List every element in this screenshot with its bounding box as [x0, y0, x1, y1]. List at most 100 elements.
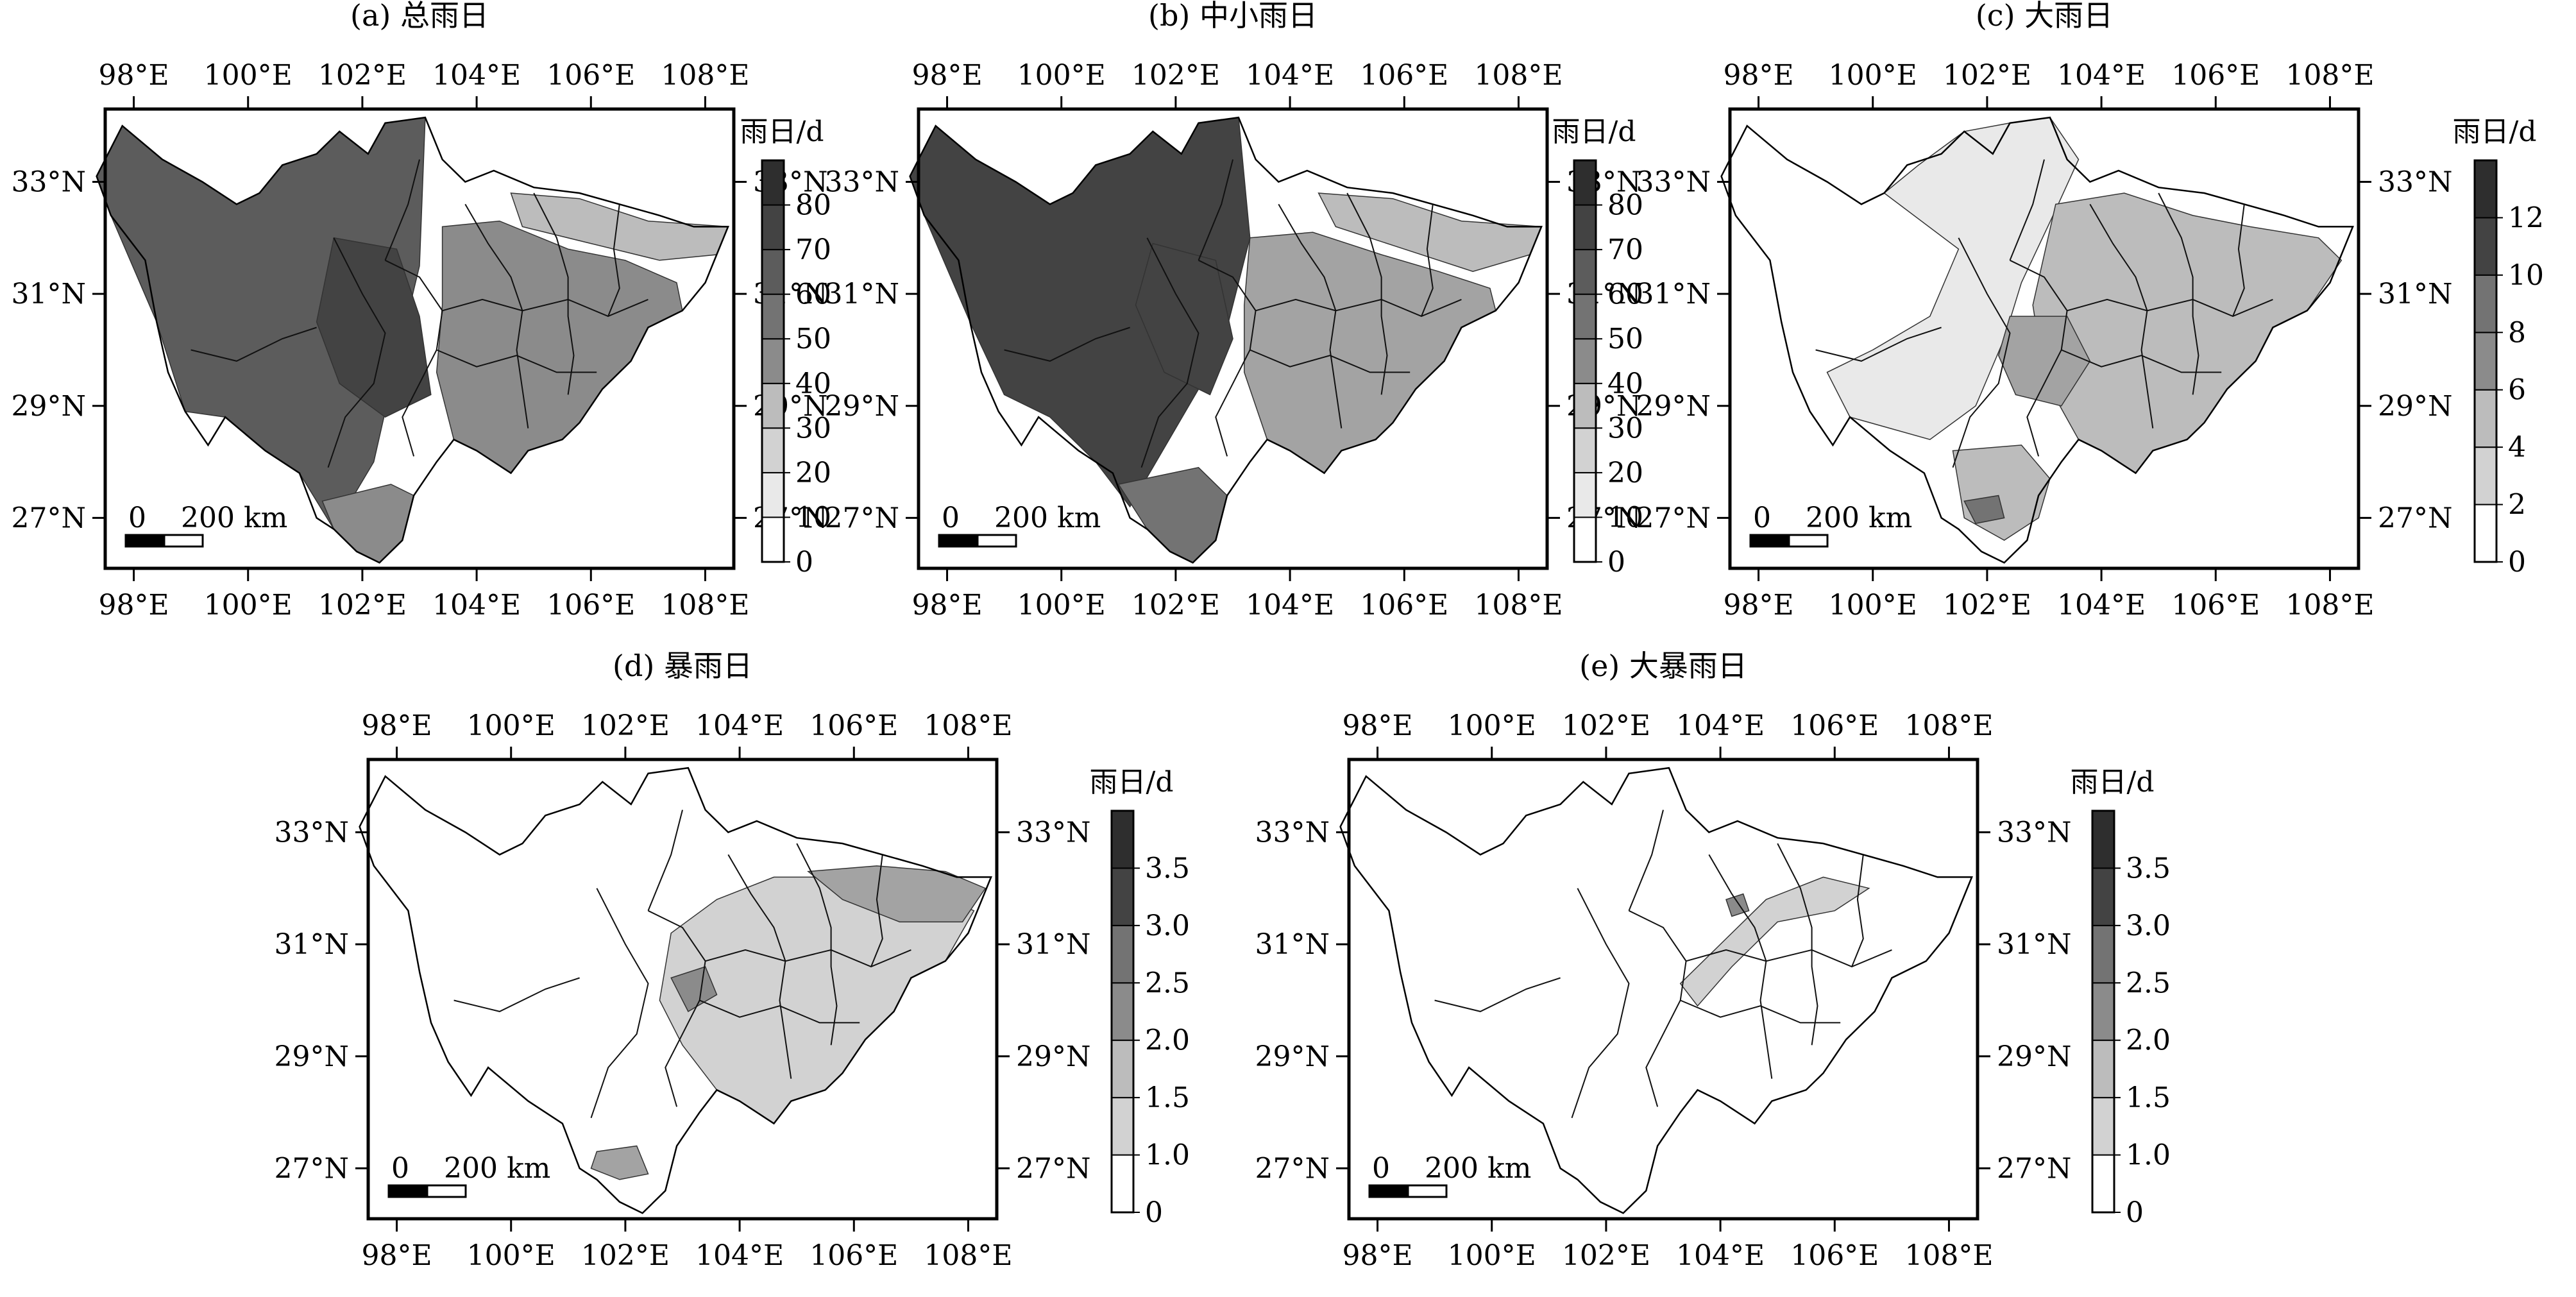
colorbar-tick-label: 10	[795, 501, 831, 534]
colorbar-segment	[1573, 427, 1597, 473]
lon-label-bottom: 108°E	[1474, 589, 1563, 622]
scalebar-light	[976, 534, 1017, 548]
lon-label-bottom: 100°E	[1448, 1239, 1536, 1272]
colorbar-segment	[761, 293, 784, 340]
county-border	[1250, 349, 1411, 373]
lon-label-bottom: 106°E	[1360, 589, 1448, 622]
colorbar-tick-label: 3.0	[2126, 910, 2171, 942]
scalebar-start-label: 0	[942, 502, 960, 534]
county-border	[705, 949, 911, 968]
colorbar-segment	[2092, 1154, 2115, 1213]
scalebar-end-label: 200 km	[181, 502, 287, 534]
lon-label-top: 108°E	[1904, 709, 1993, 742]
county-border	[1708, 854, 1773, 1079]
map-frame	[103, 107, 736, 570]
county-border	[1680, 999, 1841, 1024]
map-frame	[917, 107, 1549, 570]
colorbar-segment	[1573, 293, 1597, 340]
panel-c: (c) 大雨日 98°E 98°E 100°E 100°E 102°E 102°E 104°E…	[1636, 0, 2545, 622]
lat-label-left: 31°N	[275, 928, 350, 961]
colorbar-segment	[1111, 1097, 1134, 1156]
colorbar-tick-label: 1.5	[2126, 1081, 2171, 1114]
colorbar-segment	[1573, 160, 1597, 206]
colorbar-segment	[1573, 338, 1597, 384]
scalebar-start-label: 0	[391, 1152, 409, 1185]
colorbar-unit: 雨日/d	[740, 115, 824, 148]
county-border	[1278, 203, 1343, 428]
colorbar-tick-label: 10	[1607, 501, 1643, 534]
colorbar-tick-label: 80	[1607, 189, 1643, 222]
lat-label-left: 27°N	[1636, 502, 1711, 534]
lat-label-left: 27°N	[825, 502, 900, 534]
lat-label-right: 29°N	[1997, 1040, 2072, 1073]
lat-label-left: 27°N	[1255, 1152, 1330, 1185]
county-border	[1628, 810, 1664, 911]
panel-title: (b) 中小雨日	[1148, 0, 1318, 33]
county-border	[327, 237, 386, 468]
zone-southern-maximum	[1963, 495, 2005, 524]
lon-label-bottom: 106°E	[809, 1239, 898, 1272]
panel-title: (a) 总雨日	[350, 0, 489, 33]
lon-label-bottom: 108°E	[2285, 589, 2374, 622]
colorbar-tick-label: 80	[795, 189, 831, 222]
colorbar-tick-label: 60	[1607, 278, 1643, 311]
colorbar-unit: 雨日/d	[1090, 766, 1174, 799]
lat-label-right: 33°N	[1997, 817, 2072, 849]
lon-label-top: 104°E	[2057, 59, 2146, 92]
colorbar-tick-label: 0	[795, 546, 813, 579]
zone-central-high-value-core	[1135, 242, 1233, 396]
lon-label-bottom: 104°E	[695, 1239, 784, 1272]
county-border	[2158, 192, 2199, 395]
colorbar-segment	[1573, 249, 1597, 295]
lat-label-left: 31°N	[1255, 928, 1330, 961]
scalebar-light	[1788, 534, 1829, 548]
county-border	[1851, 854, 1864, 967]
province-boundary	[1339, 767, 1973, 1214]
county-border	[2067, 298, 2273, 318]
province-boundary	[1720, 116, 2354, 564]
lon-label-top: 102°E	[1943, 59, 2031, 92]
lon-label-bottom: 98°E	[361, 1239, 432, 1272]
colorbar-tick-label: 2.5	[1145, 967, 1190, 999]
lat-label-left: 33°N	[825, 166, 900, 199]
scalebar-dark	[387, 1184, 428, 1198]
lon-label-top: 108°E	[2285, 59, 2374, 92]
lon-label-top: 102°E	[1562, 709, 1650, 742]
panel-b: (b) 中小雨日 98°E 98°E 100°E 100°E 102°E 102°E 104°…	[825, 0, 1644, 622]
colorbar-tick-label: 1.0	[2126, 1139, 2171, 1172]
colorbar-tick-label: 2.0	[2126, 1024, 2171, 1057]
colorbar-tick-label: 0	[1607, 546, 1625, 579]
lon-label-top: 100°E	[467, 709, 555, 742]
zone-northeast	[807, 865, 987, 922]
lon-label-top: 108°E	[1474, 59, 1563, 92]
colorbar-frame	[2091, 810, 2115, 1214]
colorbar-tick-label: 8	[2508, 316, 2526, 349]
province-boundary	[96, 116, 729, 564]
colorbar-segment	[2092, 810, 2115, 869]
zone-western-basin-rim	[670, 966, 718, 1012]
colorbar-tick-label: 2	[2508, 489, 2526, 521]
lon-label-bottom: 102°E	[581, 1239, 670, 1272]
lon-label-bottom: 104°E	[432, 589, 521, 622]
lat-label-left: 29°N	[1255, 1040, 1330, 1073]
colorbar-segment	[1573, 516, 1597, 563]
county-border	[1140, 237, 1199, 468]
colorbar-tick-label: 60	[795, 278, 831, 311]
colorbar-segment	[2474, 332, 2497, 391]
lon-label-bottom: 106°E	[547, 589, 635, 622]
zone-southern-maximum	[590, 1145, 649, 1180]
lat-label-right: 31°N	[1997, 928, 2072, 961]
lon-label-bottom: 104°E	[2057, 589, 2146, 622]
colorbar-tick-label: 40	[1607, 368, 1643, 400]
colorbar-tick-label: 12	[2508, 201, 2544, 234]
lat-label-left: 33°N	[12, 166, 87, 199]
colorbar-segment	[2474, 160, 2497, 219]
colorbar-unit: 雨日/d	[2453, 115, 2537, 148]
panel-a: (a) 总雨日 98°E 98°E 100°E 100°E 102°E 102°E 104°E…	[12, 0, 832, 622]
lon-label-bottom: 100°E	[204, 589, 292, 622]
zone-western-basin-rim	[1997, 316, 2091, 407]
colorbar-segment	[761, 338, 784, 384]
lon-label-top: 108°E	[661, 59, 749, 92]
county-border	[1777, 843, 1818, 1046]
